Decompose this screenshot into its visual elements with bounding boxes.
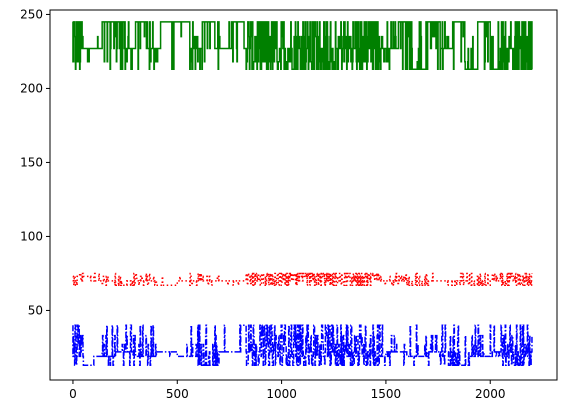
series-path xyxy=(72,21,533,70)
plot-area xyxy=(50,10,557,380)
y-tick-label: 150 xyxy=(20,155,43,169)
x-tick-label: 2000 xyxy=(475,387,506,401)
series-path xyxy=(72,272,533,287)
y-tick-label: 100 xyxy=(20,229,43,243)
series-line xyxy=(72,21,533,70)
x-tick-label: 0 xyxy=(69,387,77,401)
x-tick-label: 1500 xyxy=(371,387,402,401)
x-axis: 0 500 1000 1500 2000 xyxy=(69,380,506,401)
series-line xyxy=(72,324,533,366)
y-axis: 50 100 150 200 250 xyxy=(20,7,50,317)
x-tick-label: 500 xyxy=(166,387,189,401)
y-tick-label: 200 xyxy=(20,81,43,95)
series-path xyxy=(72,324,533,366)
x-tick-label: 1000 xyxy=(266,387,297,401)
y-tick-label: 250 xyxy=(20,7,43,21)
plot-frame xyxy=(49,9,558,381)
series-layer xyxy=(72,21,533,366)
y-tick-label: 50 xyxy=(28,303,43,317)
series-line xyxy=(72,272,533,287)
